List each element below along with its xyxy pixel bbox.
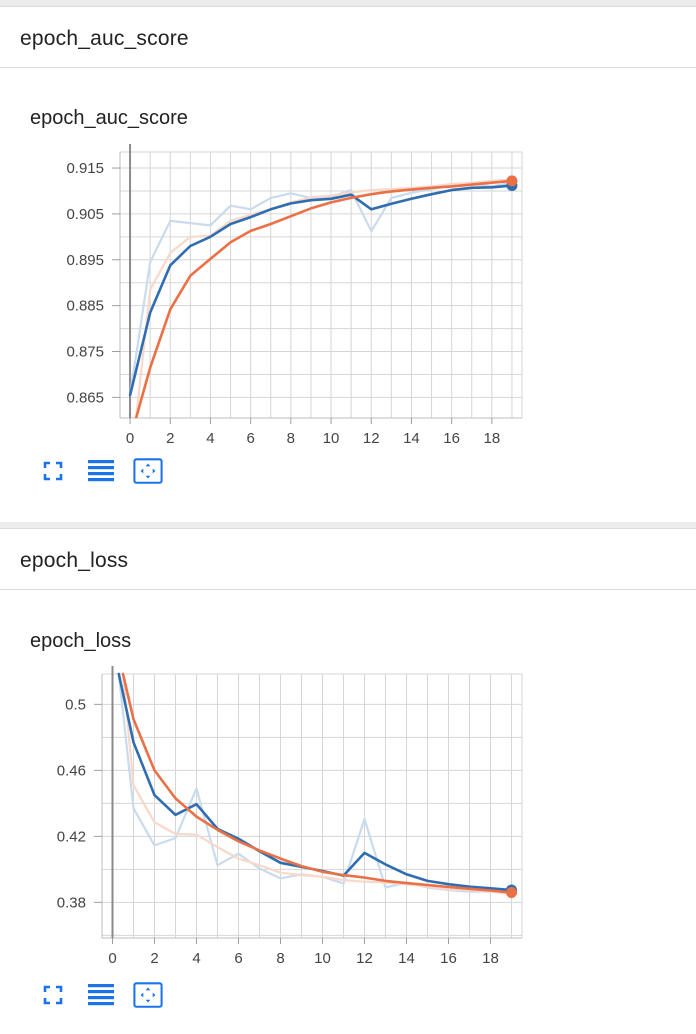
series-line-orange	[134, 179, 514, 418]
fit-domain-button[interactable]	[133, 456, 163, 486]
y-tick-label: 0.5	[65, 696, 86, 713]
fullscreen-icon	[43, 461, 63, 481]
x-tick-label: 10	[314, 950, 331, 967]
x-tick-label: 8	[287, 430, 295, 447]
x-tick-label: 4	[192, 950, 200, 967]
fullscreen-button[interactable]	[38, 456, 68, 486]
x-tick-label: 6	[246, 430, 254, 447]
chart-title: epoch_auc_score	[30, 107, 188, 129]
x-tick-label: 8	[276, 950, 284, 967]
x-tick-label: 16	[440, 950, 457, 967]
series-line-blue_raw	[129, 181, 513, 397]
fullscreen-button[interactable]	[38, 980, 68, 1010]
section-divider	[0, 0, 696, 6]
grid	[112, 144, 523, 424]
series-line-orange_raw	[135, 178, 513, 418]
fit-domain-icon	[133, 458, 163, 484]
chart-card-loss: epoch_loss 0.38 0.42 0.46 0.5 0 2 4 6 8 10 12 14 16 1…	[0, 596, 696, 1034]
x-tick-label: 12	[363, 430, 380, 447]
y-tick-label: 0.895	[66, 252, 104, 269]
y-tick-label: 0.885	[66, 298, 104, 315]
data-table-button[interactable]	[86, 456, 116, 486]
series-line-orange_raw	[121, 672, 513, 896]
y-tick-label: 0.38	[57, 894, 86, 911]
x-tick-label: 18	[482, 950, 499, 967]
chart-title: epoch_loss	[30, 630, 132, 652]
x-tick-label: 14	[403, 430, 420, 447]
section-title: epoch_auc_score	[20, 27, 189, 50]
data-table-icon	[88, 460, 114, 482]
x-tick-label: 4	[206, 430, 214, 447]
y-tick-label: 0.875	[66, 344, 104, 361]
x-tick-label: 16	[443, 430, 460, 447]
x-tick-label: 0	[108, 950, 116, 967]
fullscreen-icon	[43, 985, 63, 1005]
x-tick-label: 2	[166, 430, 174, 447]
series-end-marker-orange	[506, 175, 518, 187]
series-line-orange	[121, 672, 513, 894]
section-title: epoch_loss	[20, 549, 129, 572]
series-line-blue	[128, 184, 514, 397]
fit-domain-icon	[133, 982, 163, 1008]
data-table-icon	[88, 984, 114, 1006]
x-tick-label: 6	[234, 950, 242, 967]
y-tick-label: 0.865	[66, 389, 104, 406]
section-header-auc[interactable]: epoch_auc_score	[0, 6, 696, 68]
x-tick-label: 2	[150, 950, 158, 967]
fit-domain-button[interactable]	[133, 980, 163, 1010]
chart-card-auc: epoch_auc_score 0.865 0.875 0.885 0.895 0.90…	[0, 74, 696, 522]
series-group	[128, 178, 514, 418]
data-table-button[interactable]	[86, 980, 116, 1010]
line-chart-loss[interactable]: 0.38 0.42 0.46 0.5 0 2 4 6 8 10 12 14 16 18	[0, 664, 696, 967]
y-tick-label: 0.915	[66, 160, 104, 177]
x-tick-label: 18	[484, 430, 501, 447]
x-tick-label: 0	[126, 430, 134, 447]
x-tick-label: 12	[356, 950, 373, 967]
y-tick-label: 0.42	[57, 828, 86, 845]
grid	[94, 666, 523, 944]
series-end-marker-orange	[506, 886, 517, 898]
series-line-blue_raw	[117, 672, 513, 894]
x-tick-label: 10	[323, 430, 340, 447]
section-header-loss[interactable]: epoch_loss	[0, 528, 696, 590]
series-group	[117, 672, 513, 896]
line-chart-auc[interactable]: 0.865 0.875 0.885 0.895 0.905 0.915 0 2 4 6 8 10 12 1…	[0, 142, 696, 447]
series-line-blue	[117, 672, 513, 892]
y-tick-label: 0.46	[57, 762, 86, 779]
y-tick-label: 0.905	[66, 206, 104, 223]
x-tick-label: 14	[398, 950, 415, 967]
section-divider	[0, 522, 696, 528]
